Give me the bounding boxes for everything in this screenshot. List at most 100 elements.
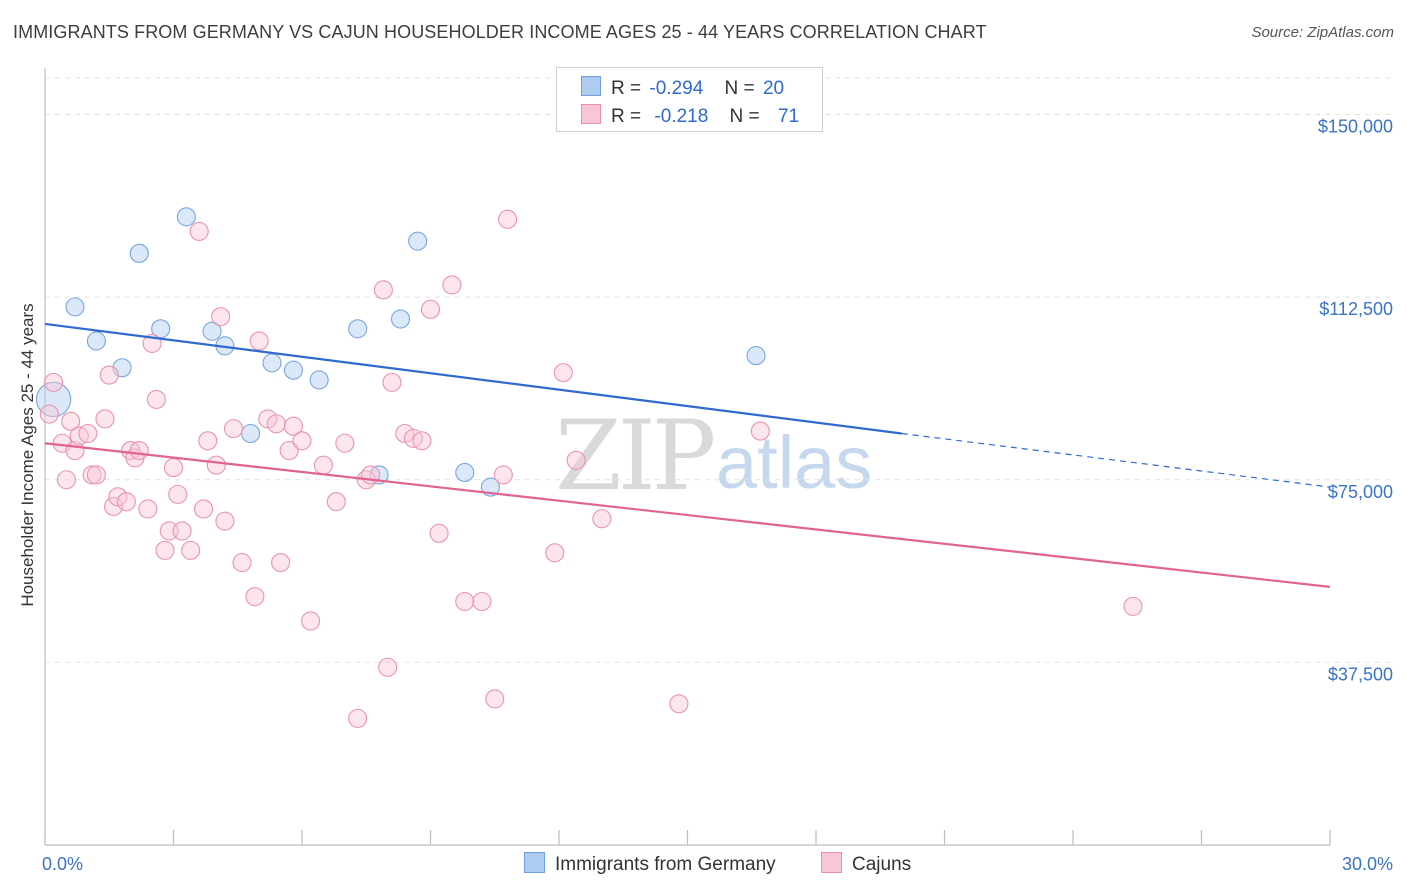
data-point-cajun (172, 521, 192, 541)
bottom-legend-cajuns: Cajuns (821, 852, 911, 876)
data-point-germany (283, 360, 303, 380)
data-point-cajun (301, 611, 321, 631)
source-credit: Source: ZipAtlas.com (1251, 24, 1394, 41)
data-point-germany (65, 297, 85, 317)
data-point-germany (390, 309, 411, 329)
data-point-cajun (155, 540, 175, 560)
x-tick-label-min: 0.0% (42, 854, 83, 874)
data-point-cajun (279, 440, 299, 461)
y-tick-label: $112,500 (1319, 299, 1393, 319)
data-point-cajun (382, 372, 402, 392)
legend-n-value-germany: 20 (762, 78, 785, 99)
data-point-cajun (498, 209, 518, 229)
data-point-cajun (61, 411, 81, 431)
correlation-legend: R = -0.294 N = 20 R = -0.218 N = 71 (556, 67, 823, 132)
data-point-cajun (378, 657, 398, 677)
data-point-cajun (545, 543, 565, 563)
data-point-cajun (245, 587, 265, 607)
data-point-cajun (266, 414, 286, 434)
data-point-cajun (313, 455, 333, 475)
data-point-germany (348, 319, 368, 339)
data-point-cajun (420, 299, 441, 319)
data-point-cajun (146, 389, 166, 409)
legend-r-label: R = (611, 78, 642, 99)
data-point-germany (129, 243, 149, 263)
data-point-germany (176, 207, 196, 227)
data-point-cajun (292, 431, 312, 451)
data-point-cajun (485, 689, 505, 709)
bottom-legend-label-germany: Immigrants from Germany (555, 854, 776, 875)
y-axis-label: Householder Income Ages 25 - 44 years (18, 303, 37, 607)
bottom-legend-swatch-germany (524, 852, 545, 873)
data-point-cajun (429, 523, 449, 543)
data-point-cajun (592, 509, 612, 529)
data-point-cajun (163, 458, 184, 478)
data-point-germany (202, 321, 222, 341)
data-point-cajun (271, 552, 291, 573)
data-point-cajun (223, 419, 244, 439)
data-point-cajun (750, 421, 770, 441)
data-point-germany (86, 331, 106, 351)
y-tick-label: $75,000 (1328, 482, 1393, 502)
legend-swatch-germany (581, 76, 601, 96)
bottom-legend-label-cajuns: Cajuns (852, 854, 912, 875)
data-point-cajun (442, 275, 462, 295)
x-tick-label-max: 30.0% (1342, 854, 1393, 874)
data-point-cajun (412, 431, 432, 451)
data-point-germany (455, 462, 475, 483)
data-point-cajun (86, 465, 106, 485)
legend-r-value-germany: -0.294 (649, 78, 704, 99)
data-point-cajun (348, 708, 368, 728)
bottom-legend-germany: Immigrants from Germany (524, 852, 776, 876)
data-point-germany (262, 353, 282, 373)
legend-swatch-cajuns (581, 104, 601, 124)
data-point-germany (746, 346, 766, 366)
data-point-cajun (168, 484, 188, 504)
watermark-atlas: atlas (716, 421, 873, 504)
data-point-cajun (99, 365, 119, 385)
data-point-cajun (198, 431, 218, 451)
trend-line-germany (44, 322, 902, 435)
trend-line-extension-germany (901, 432, 1331, 488)
legend-n-label: N = (729, 106, 760, 127)
data-point-cajun (455, 591, 475, 612)
data-point-cajun (189, 221, 209, 241)
trend-line-cajun (44, 442, 1331, 588)
data-point-cajun (138, 499, 158, 519)
legend-row-germany: R = -0.294 N = 20 (581, 76, 784, 100)
data-point-cajun (39, 404, 59, 424)
data-point-cajun (249, 331, 269, 351)
data-point-cajun (669, 694, 689, 714)
data-point-cajun (44, 372, 64, 392)
data-point-cajun (95, 409, 115, 429)
data-point-cajun (215, 511, 235, 531)
data-point-cajun (553, 363, 573, 383)
data-point-cajun (116, 492, 136, 512)
watermark-zip: ZIP (555, 400, 716, 512)
data-point-cajun (193, 499, 214, 519)
data-point-cajun (326, 492, 346, 512)
y-tick-label: $150,000 (1318, 117, 1393, 137)
data-point-cajun (129, 440, 149, 461)
data-point-cajun (283, 416, 303, 436)
legend-n-value-cajuns: 71 (777, 106, 800, 127)
data-point-cajun (181, 540, 201, 560)
data-point-cajun (472, 591, 492, 612)
data-point-cajun (78, 423, 98, 444)
chart-title: IMMIGRANTS FROM GERMANY VS CAJUN HOUSEHO… (13, 22, 987, 42)
bottom-legend-swatch-cajuns (821, 852, 842, 873)
legend-row-cajuns: R = -0.218 N = 71 (581, 104, 799, 128)
data-point-germany (35, 381, 72, 418)
data-point-germany (241, 423, 261, 444)
data-point-cajun (566, 450, 586, 470)
data-point-cajun (82, 465, 102, 485)
legend-r-value-cajuns: -0.218 (654, 106, 709, 127)
data-point-germany (309, 370, 329, 390)
legend-n-label: N = (724, 78, 755, 99)
data-point-cajun (335, 433, 355, 453)
data-point-cajun (232, 552, 252, 573)
data-point-cajun (211, 307, 231, 327)
data-point-cajun (56, 470, 76, 490)
data-point-cajun (373, 280, 393, 300)
